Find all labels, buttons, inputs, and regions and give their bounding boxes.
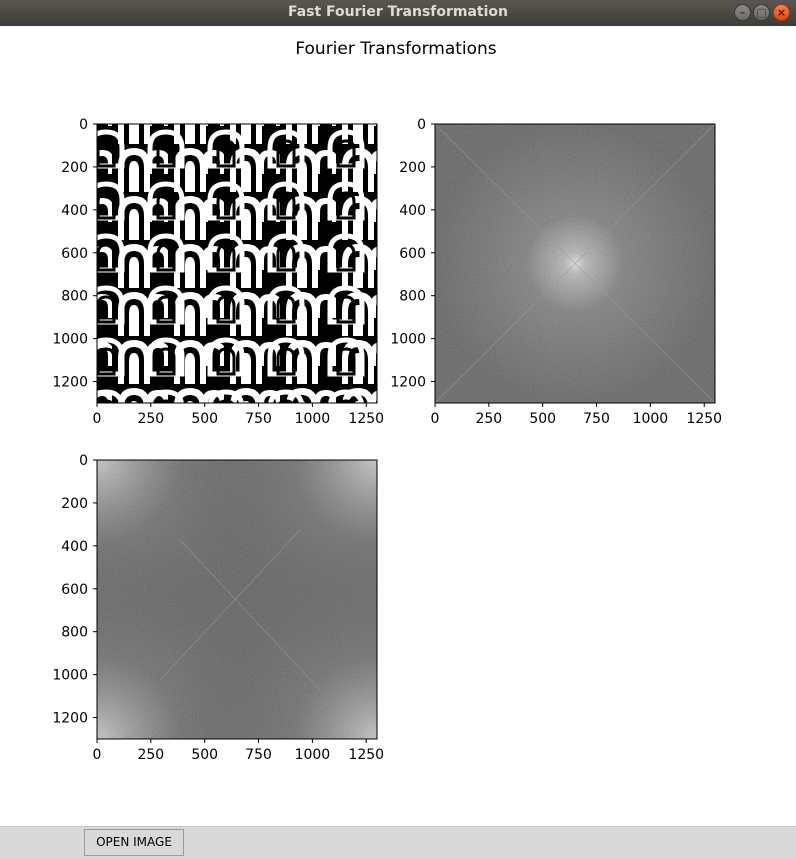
maximize-icon[interactable]: □ [753, 4, 770, 21]
figure-title: Fourier Transformations [295, 39, 497, 59]
y-tick-label: 1200 [390, 375, 426, 391]
y-tick-label: 200 [61, 160, 88, 176]
x-tick-label: 250 [475, 411, 502, 427]
x-tick-label: 1000 [295, 411, 331, 427]
y-tick-label: 600 [61, 582, 88, 598]
y-tick-label: 1200 [52, 711, 88, 727]
input-image-overlay [97, 124, 377, 403]
x-tick-label: 250 [137, 411, 164, 427]
y-tick-label: 1000 [52, 332, 88, 348]
y-tick-label: 1000 [390, 332, 426, 348]
axes-unshifted-spectrum [96, 459, 378, 740]
axes-shifted-spectrum [434, 123, 716, 404]
x-tick-label: 1000 [295, 747, 331, 763]
y-tick-label: 200 [61, 496, 88, 512]
y-tick-label: 800 [61, 289, 88, 305]
spectrum-diagonal [179, 539, 321, 691]
y-tick-label: 0 [79, 117, 88, 133]
x-tick-label: 0 [431, 411, 440, 427]
x-tick-label: 1250 [686, 411, 722, 427]
y-tick-label: 400 [61, 203, 88, 219]
x-tick-label: 1250 [348, 747, 384, 763]
x-tick-label: 500 [191, 411, 218, 427]
x-tick-label: 0 [93, 411, 102, 427]
axes-frame [96, 123, 378, 404]
y-tick-label: 800 [61, 625, 88, 641]
spectrum-noise [97, 460, 377, 739]
x-tick-label: 1250 [348, 411, 384, 427]
open-image-button[interactable]: OPEN IMAGE [84, 829, 184, 856]
x-tick-label: 750 [245, 411, 272, 427]
axes-frame [434, 123, 716, 404]
y-tick-label: 1000 [52, 668, 88, 684]
y-tick-label: 600 [399, 246, 426, 262]
x-tick-label: 500 [191, 747, 218, 763]
window-titlebar: Fast Fourier Transformation – □ × [0, 0, 796, 26]
y-tick-label: 0 [79, 453, 88, 469]
y-tick-label: 1200 [52, 375, 88, 391]
y-tick-label: 400 [399, 203, 426, 219]
y-tick-label: 200 [399, 160, 426, 176]
window-title: Fast Fourier Transformation [287, 4, 509, 20]
x-tick-label: 750 [245, 747, 272, 763]
x-tick-label: 0 [93, 747, 102, 763]
minimize-icon[interactable]: – [734, 4, 751, 21]
x-tick-label: 500 [529, 411, 556, 427]
spectrum-diagonal [159, 529, 301, 681]
y-tick-label: 0 [417, 117, 426, 133]
y-tick-label: 800 [399, 289, 426, 305]
bottom-toolbar: OPEN IMAGE [0, 826, 796, 859]
x-tick-label: 250 [137, 747, 164, 763]
x-tick-label: 1000 [633, 411, 669, 427]
close-icon[interactable]: × [773, 4, 790, 21]
y-tick-label: 600 [61, 246, 88, 262]
spectrum-diagonal [434, 123, 716, 404]
x-tick-label: 750 [583, 411, 610, 427]
axes-frame [96, 459, 378, 740]
plot-canvas: 0 250 500 750 1000 1250 0 200 400 600 800 1000 1200 0… [52, 117, 722, 763]
y-tick-label: 400 [61, 539, 88, 555]
axes-input-image [96, 123, 378, 404]
